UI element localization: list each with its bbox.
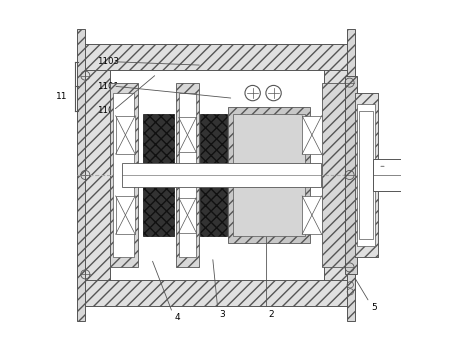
Bar	[143, 164, 174, 186]
Bar	[345, 76, 357, 274]
Bar	[77, 29, 85, 321]
Text: 1103: 1103	[97, 57, 120, 66]
Text: 4: 4	[174, 314, 180, 322]
Bar	[200, 164, 226, 186]
Bar	[302, 196, 322, 234]
Text: 1: 1	[389, 162, 395, 171]
Bar	[359, 111, 373, 239]
Text: 1101: 1101	[97, 82, 120, 91]
Bar	[122, 163, 321, 187]
Bar	[324, 46, 347, 304]
Bar	[323, 83, 345, 267]
Bar	[347, 29, 356, 321]
Bar	[179, 118, 196, 152]
Text: 11: 11	[56, 92, 68, 101]
Bar	[110, 72, 324, 278]
Bar	[83, 44, 347, 70]
Bar	[233, 114, 305, 236]
Bar	[373, 159, 403, 191]
Bar	[110, 83, 138, 267]
Bar	[143, 187, 174, 236]
Bar	[143, 114, 174, 163]
Bar	[116, 196, 135, 234]
Bar	[356, 93, 378, 257]
Bar	[176, 83, 198, 267]
Bar	[116, 116, 135, 154]
Bar	[200, 114, 226, 163]
Bar	[143, 164, 174, 186]
Text: 5: 5	[371, 303, 377, 312]
Bar	[356, 93, 378, 257]
Bar	[83, 46, 110, 304]
Bar	[228, 107, 310, 243]
Text: 2: 2	[268, 310, 274, 319]
Bar	[179, 93, 196, 257]
Bar	[83, 280, 347, 306]
Bar	[113, 93, 134, 257]
Text: 3: 3	[220, 310, 225, 319]
Bar	[179, 198, 196, 232]
Text: 1102: 1102	[97, 106, 120, 115]
Bar	[200, 187, 226, 236]
Bar	[302, 116, 322, 154]
Bar	[357, 104, 375, 246]
